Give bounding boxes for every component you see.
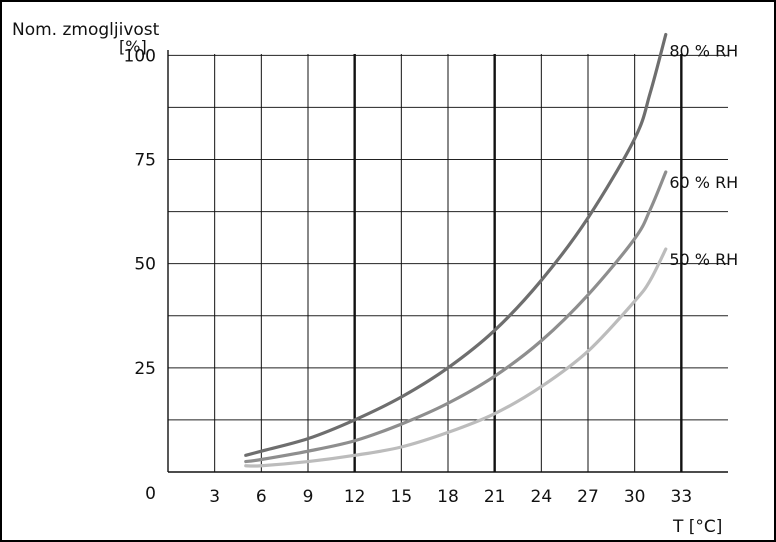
series-line — [244, 32, 668, 457]
x-axis-title: T [°C] — [672, 517, 722, 537]
x-tick-label: 12 — [344, 487, 366, 507]
labels: Nom. zmogljivost [%] T [°C] 0 25 50 75 100 3 6… — [12, 20, 722, 537]
y-tick-label: 75 — [134, 151, 156, 171]
y-tick-label: 100 — [124, 46, 156, 66]
y-axis-title: Nom. zmogljivost — [12, 20, 160, 40]
y-tick-label: 25 — [134, 359, 156, 379]
y-axis-unit: [%] — [119, 37, 147, 56]
x-tick-label: 15 — [391, 487, 413, 507]
x-tick-label: 33 — [671, 487, 693, 507]
x-tick-label: 21 — [484, 487, 506, 507]
series-lines: 80 % RH 60 % RH 50 % RH — [244, 32, 738, 468]
x-tick-label: 30 — [624, 487, 646, 507]
series-label: 80 % RH — [669, 42, 738, 61]
x-tick-label: 24 — [531, 487, 553, 507]
x-tick-label: 27 — [577, 487, 599, 507]
series-line — [244, 247, 668, 468]
x-tick-label: 18 — [437, 487, 459, 507]
x-tick-label: 6 — [256, 487, 267, 507]
series-line — [244, 170, 668, 464]
series-label: 60 % RH — [669, 173, 738, 192]
x-tick-label: 3 — [209, 487, 220, 507]
x-tick-label: 9 — [303, 487, 314, 507]
y-tick-label: 50 — [134, 255, 156, 275]
series-label: 50 % RH — [669, 250, 738, 269]
y-tick-label: 0 — [145, 484, 156, 504]
